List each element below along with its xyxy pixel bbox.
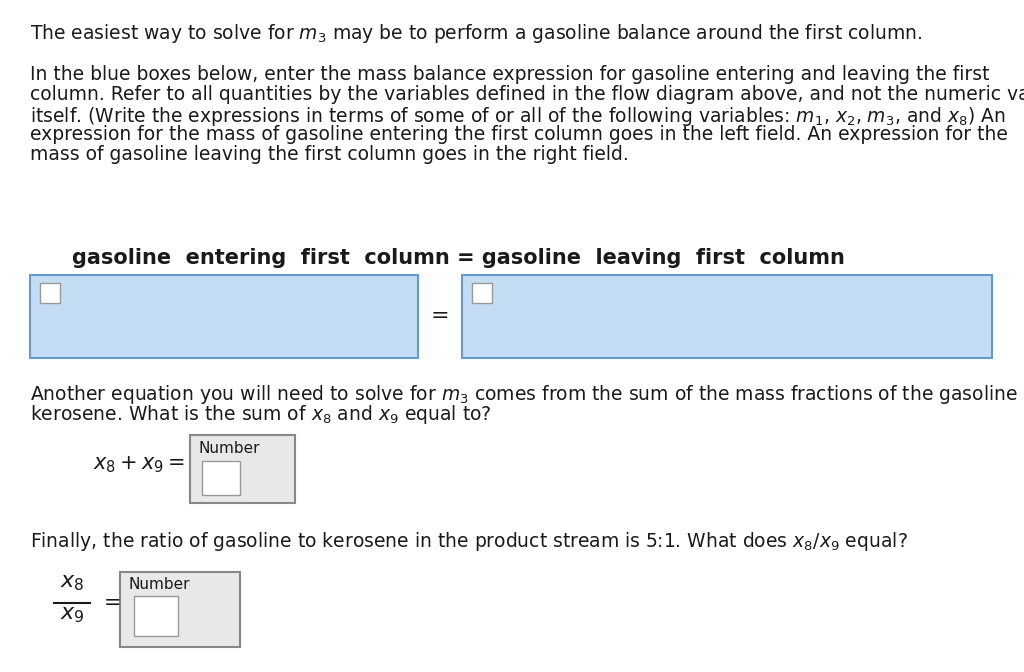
Bar (472, 283, 492, 303)
Text: itself. (Write the expressions in terms of some of or all of the following varia: itself. (Write the expressions in terms … (30, 105, 1006, 128)
Text: Another equation you will need to solve for $m_3$ comes from the sum of the mass: Another equation you will need to solve … (30, 383, 1024, 406)
Text: column. Refer to all quantities by the variables defined in the flow diagram abo: column. Refer to all quantities by the v… (30, 85, 1024, 104)
Text: $x_8 + x_9 =$: $x_8 + x_9 =$ (93, 455, 185, 475)
Text: mass of gasoline leaving the first column goes in the right field.: mass of gasoline leaving the first colum… (30, 145, 629, 164)
Bar (30, 275, 418, 358)
Text: Number: Number (198, 441, 259, 456)
Text: expression for the mass of gasoline entering the first column goes in the left f: expression for the mass of gasoline ente… (30, 125, 1008, 144)
Bar (202, 461, 240, 495)
Bar (120, 572, 240, 647)
Text: gasoline  entering  first  column = gasoline  leaving  first  column: gasoline entering first column = gasolin… (72, 248, 845, 268)
Text: In the blue boxes below, enter the mass balance expression for gasoline entering: In the blue boxes below, enter the mass … (30, 65, 989, 84)
Text: =: = (431, 306, 450, 326)
Bar (134, 596, 178, 636)
Text: kerosene. What is the sum of $x_8$ and $x_9$ equal to?: kerosene. What is the sum of $x_8$ and $… (30, 403, 492, 426)
Text: The easiest way to solve for $m_3$ may be to perform a gasoline balance around t: The easiest way to solve for $m_3$ may b… (30, 22, 923, 45)
Text: =: = (104, 593, 122, 613)
Bar (40, 283, 60, 303)
Text: $x_8$: $x_8$ (59, 573, 84, 593)
Text: Number: Number (128, 577, 189, 592)
Bar (462, 275, 992, 358)
Text: $x_9$: $x_9$ (59, 605, 84, 625)
Text: Finally, the ratio of gasoline to kerosene in the product stream is 5:1. What do: Finally, the ratio of gasoline to kerose… (30, 530, 907, 553)
Bar (190, 435, 295, 503)
